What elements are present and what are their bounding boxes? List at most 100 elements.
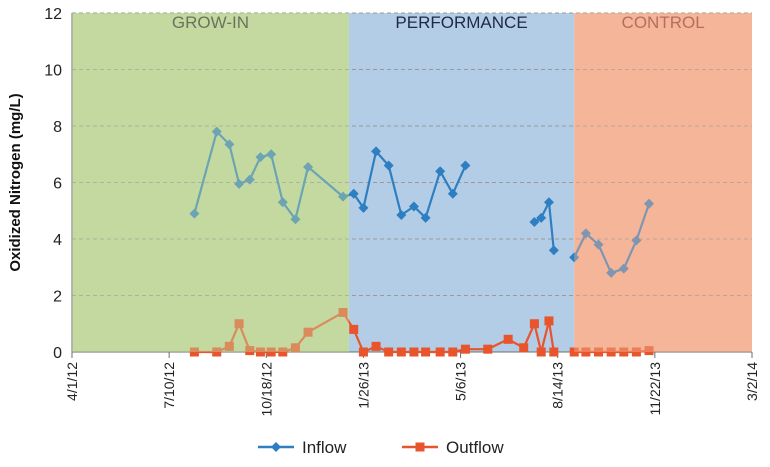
outflow-point — [384, 347, 394, 357]
outflow-line-segment — [306, 311, 345, 334]
inflow-line-segment — [270, 153, 284, 204]
x-tick-label: 4/1/12 — [64, 362, 80, 401]
outflow-point — [569, 347, 579, 357]
inflow-point — [593, 239, 604, 250]
inflow-point — [211, 126, 222, 137]
outflow-point — [435, 347, 445, 357]
inflow-point — [618, 263, 629, 274]
outflow-point — [529, 319, 539, 329]
phase-label-grow-in: GROW-IN — [172, 13, 249, 32]
legend-label-outflow: Outflow — [446, 438, 504, 457]
legend: Inflow Outflow — [258, 438, 504, 457]
phase-tints — [72, 13, 752, 352]
y-tick-label: 10 — [44, 63, 62, 80]
y-tick-label: 6 — [53, 176, 62, 193]
phase-label-control: CONTROL — [622, 13, 705, 32]
inflow-point — [348, 188, 359, 199]
inflow-point — [644, 198, 655, 209]
x-tick-label: 1/26/13 — [355, 362, 371, 409]
inflow-point — [234, 178, 245, 189]
inflow-point — [303, 161, 314, 172]
inflow-point — [371, 146, 382, 157]
x-tick-label: 8/14/13 — [550, 362, 566, 409]
outflow-line-segment — [547, 319, 555, 354]
y-tick-label: 12 — [44, 6, 62, 23]
inflow-line-segment — [547, 201, 555, 252]
outflow-point — [619, 347, 629, 357]
inflow-point — [408, 201, 419, 212]
legend-marker-inflow — [271, 442, 281, 452]
inflow-point — [606, 267, 617, 278]
outflow-point — [606, 347, 616, 357]
inflow-point — [189, 208, 200, 219]
inflow-point — [244, 174, 255, 185]
outflow-point — [338, 307, 348, 317]
phase-band-grow-in — [72, 13, 349, 352]
inflow-point — [631, 235, 642, 246]
outflow-point — [483, 344, 493, 354]
inflow-point — [536, 212, 547, 223]
y-tick-label: 8 — [53, 119, 62, 136]
inflow-line-segment — [306, 165, 345, 198]
outflow-point — [503, 334, 513, 344]
outflow-point — [212, 347, 222, 357]
inflow-line-segment — [362, 150, 378, 210]
outflow-point — [460, 344, 470, 354]
outflow-point — [224, 341, 234, 351]
inflow-point — [447, 188, 458, 199]
outflow-point — [519, 343, 529, 353]
outflow-point — [631, 347, 641, 357]
outflow-line-segment — [533, 322, 543, 354]
outflow-point — [349, 324, 359, 334]
y-tick-label: 4 — [53, 232, 62, 249]
inflow-line-segment — [451, 164, 467, 195]
inflow-line-segment — [439, 170, 454, 195]
x-tick-label: 5/6/13 — [453, 362, 469, 401]
inflow-line-segment — [248, 155, 262, 181]
inflow-point — [396, 209, 407, 220]
outflow-line-segment — [540, 319, 551, 354]
outflow-point — [234, 319, 244, 329]
outflow-point — [396, 347, 406, 357]
outflow-point — [371, 341, 381, 351]
inflow-line-segment — [597, 243, 613, 274]
outflow-point — [245, 346, 255, 356]
inflow-point — [383, 160, 394, 171]
inflow-point — [358, 202, 369, 213]
outflow-point — [581, 347, 591, 357]
outflow-point — [536, 347, 546, 357]
outflow-point — [544, 316, 554, 326]
outflow-point — [644, 346, 654, 356]
phase-label-performance: PERFORMANCE — [395, 13, 527, 32]
inflow-point — [277, 197, 288, 208]
inflow-point — [420, 212, 431, 223]
outflow-point — [290, 343, 300, 353]
inflow-point — [529, 217, 540, 228]
x-tick-label: 7/10/12 — [161, 362, 177, 409]
x-tick-label: 10/18/12 — [258, 362, 274, 417]
outflow-point — [409, 347, 419, 357]
series-inflow — [189, 126, 655, 278]
inflow-point — [543, 197, 554, 208]
inflow-line-segment — [228, 143, 241, 186]
inflow-point — [338, 191, 349, 202]
inflow-point — [255, 152, 266, 163]
y-tick-label: 2 — [53, 289, 62, 306]
inflow-point — [460, 160, 471, 171]
outflow-point — [448, 347, 458, 357]
outflow-point — [189, 347, 199, 357]
inflow-point — [580, 228, 591, 239]
outflow-point — [255, 347, 265, 357]
inflow-point — [224, 139, 235, 150]
inflow-point — [548, 245, 559, 256]
inflow-point — [435, 166, 446, 177]
inflow-point — [266, 149, 277, 160]
inflow-line-segment — [573, 232, 587, 259]
inflow-line-segment — [294, 165, 310, 221]
inflow-line-segment — [635, 202, 651, 242]
phase-tint-grow-in — [72, 13, 349, 352]
inflow-line-segment — [387, 164, 403, 217]
inflow-line-segment — [193, 130, 218, 215]
